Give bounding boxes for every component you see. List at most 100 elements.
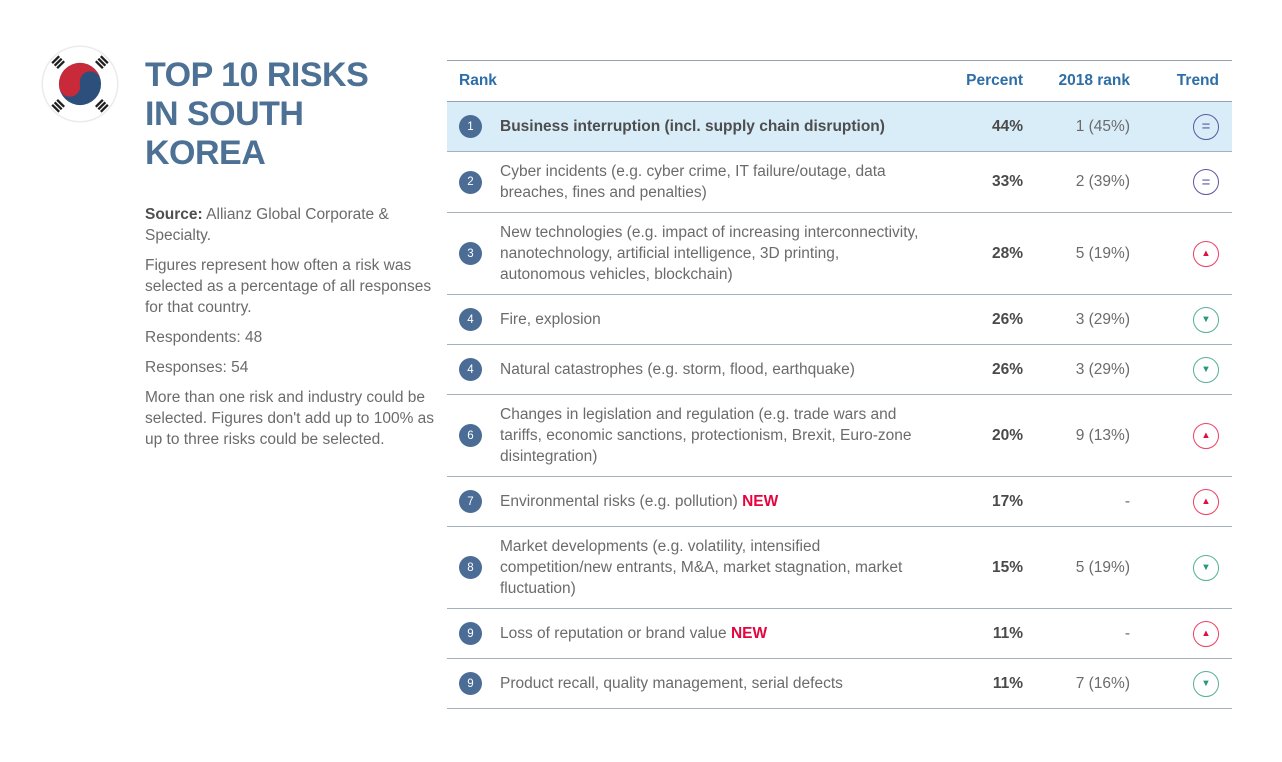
- trend-cell: =: [1130, 169, 1232, 195]
- trend-cell: ▼: [1130, 670, 1232, 697]
- risk-cell: Fire, explosion: [500, 309, 937, 330]
- source-label: Source:: [145, 206, 203, 223]
- prev-rank-value: -: [1124, 492, 1130, 510]
- trend-down-icon: ▼: [1193, 356, 1219, 383]
- table-header-row: Rank Percent 2018 rank Trend: [447, 61, 1232, 102]
- percent-value: 26%: [991, 360, 1023, 378]
- table-row: 1 Business interruption (incl. supply ch…: [447, 102, 1232, 152]
- trend-equal-icon: =: [1193, 169, 1219, 195]
- rank-badge: 2: [459, 170, 482, 194]
- rank-badge: 3: [459, 242, 482, 265]
- rank-cell: 3: [447, 242, 500, 265]
- selection-note: More than one risk and industry could be…: [145, 389, 435, 448]
- rank-cell: 9: [447, 672, 500, 695]
- trend-up-icon: ▲: [1193, 422, 1219, 449]
- risk-text: Changes in legislation and regulation (e…: [500, 406, 912, 465]
- prev-rank-value: 3 (29%): [1075, 310, 1130, 328]
- page-title-line: TOP 10 RISKS: [145, 56, 369, 94]
- prev-rank-value: 3 (29%): [1075, 360, 1130, 378]
- risk-text: Natural catastrophes (e.g. storm, flood,…: [500, 361, 855, 378]
- trend-cell: ▲: [1130, 240, 1232, 267]
- rank-badge: 1: [459, 115, 482, 138]
- rank-badge: 4: [459, 308, 482, 331]
- source-note: Source: Allianz Global Corporate & Speci…: [145, 204, 441, 246]
- prev-rank-value: 7 (16%): [1075, 674, 1130, 692]
- trend-up-icon: ▲: [1193, 240, 1219, 267]
- prev-rank-value: -: [1124, 624, 1130, 642]
- trend-down-icon: ▼: [1193, 670, 1219, 697]
- trend-cell: ▲: [1130, 422, 1232, 449]
- rank-badge: 9: [459, 672, 482, 695]
- risk-text: Loss of reputation or brand value: [500, 625, 727, 642]
- figures-note: Figures represent how often a risk was s…: [145, 257, 432, 316]
- page-title-line: KOREA: [145, 134, 266, 172]
- rank-cell: 9: [447, 622, 500, 645]
- table-row: 9 Product recall, quality management, se…: [447, 659, 1232, 709]
- percent-value: 11%: [992, 624, 1023, 642]
- trend-up-icon: ▲: [1193, 620, 1219, 647]
- page-title-line: IN SOUTH: [145, 95, 304, 133]
- risk-text: New technologies (e.g. impact of increas…: [500, 224, 919, 283]
- percent-value: 28%: [991, 244, 1023, 262]
- source-notes: Source: Allianz Global Corporate & Speci…: [145, 204, 441, 459]
- column-header-rank: Rank: [459, 72, 497, 89]
- trend-cell: ▲: [1130, 488, 1232, 515]
- risk-cell: Changes in legislation and regulation (e…: [500, 404, 937, 467]
- column-header-trend: Trend: [1176, 72, 1219, 89]
- rank-cell: 4: [447, 308, 500, 331]
- source-text: Allianz Global Corporate & Specialty.: [145, 206, 389, 244]
- rank-badge: 7: [459, 490, 482, 513]
- percent-value: 11%: [992, 674, 1023, 692]
- new-badge: NEW: [742, 493, 779, 510]
- page-title: TOP 10 RISKS IN SOUTH KOREA: [145, 56, 369, 173]
- risk-text: Product recall, quality management, seri…: [500, 675, 843, 692]
- prev-rank-value: 5 (19%): [1075, 558, 1130, 576]
- new-badge: NEW: [730, 625, 768, 642]
- risk-table: Rank Percent 2018 rank Trend 1 Business …: [447, 60, 1232, 709]
- risk-cell: New technologies (e.g. impact of increas…: [500, 222, 937, 285]
- rank-cell: 8: [447, 556, 500, 579]
- responses-note: Responses: 54: [145, 359, 249, 376]
- percent-value: 26%: [991, 310, 1023, 328]
- rank-cell: 4: [447, 358, 500, 381]
- table-row: 9 Loss of reputation or brand value NEW …: [447, 609, 1232, 659]
- trend-down-icon: ▼: [1193, 306, 1219, 333]
- risk-cell: Loss of reputation or brand value NEW: [500, 623, 937, 644]
- prev-rank-value: 9 (13%): [1075, 426, 1130, 444]
- risk-cell: Natural catastrophes (e.g. storm, flood,…: [500, 359, 937, 380]
- table-row: 8 Market developments (e.g. volatility, …: [447, 527, 1232, 609]
- table-row: 7 Environmental risks (e.g. pollution) N…: [447, 477, 1232, 527]
- table-row: 6 Changes in legislation and regulation …: [447, 395, 1232, 477]
- percent-value: 33%: [991, 173, 1023, 190]
- rank-badge: 8: [459, 556, 482, 579]
- risk-text: Business interruption (incl. supply chai…: [500, 118, 885, 135]
- risk-text: Environmental risks (e.g. pollution): [500, 493, 738, 510]
- table-row: 2 Cyber incidents (e.g. cyber crime, IT …: [447, 152, 1232, 213]
- risk-cell: Cyber incidents (e.g. cyber crime, IT fa…: [500, 161, 937, 203]
- risk-text: Cyber incidents (e.g. cyber crime, IT fa…: [500, 163, 886, 201]
- column-header-2018-rank: 2018 rank: [1058, 72, 1130, 89]
- trend-cell: ▼: [1130, 306, 1232, 333]
- prev-rank-value: 1 (45%): [1075, 117, 1130, 135]
- trend-up-icon: ▲: [1193, 488, 1219, 515]
- percent-value: 17%: [991, 492, 1023, 510]
- rank-cell: 6: [447, 424, 500, 447]
- rank-badge: 9: [459, 622, 482, 645]
- prev-rank-value: 5 (19%): [1075, 244, 1130, 262]
- rank-cell: 2: [447, 170, 500, 194]
- table-row: 4 Natural catastrophes (e.g. storm, floo…: [447, 345, 1232, 395]
- trend-equal-icon: =: [1193, 113, 1219, 140]
- risk-cell: Market developments (e.g. volatility, in…: [500, 536, 937, 599]
- table-body: 1 Business interruption (incl. supply ch…: [447, 102, 1232, 709]
- south-korea-flag-icon: [41, 45, 119, 123]
- risk-cell: Environmental risks (e.g. pollution) NEW: [500, 491, 937, 512]
- trend-down-icon: ▼: [1193, 554, 1219, 581]
- prev-rank-value: 2 (39%): [1075, 173, 1130, 190]
- trend-cell: ▲: [1130, 620, 1232, 647]
- rank-cell: 1: [447, 115, 500, 138]
- percent-value: 44%: [991, 117, 1023, 135]
- rank-badge: 4: [459, 358, 482, 381]
- column-header-percent: Percent: [966, 72, 1023, 89]
- risk-text: Market developments (e.g. volatility, in…: [500, 538, 903, 597]
